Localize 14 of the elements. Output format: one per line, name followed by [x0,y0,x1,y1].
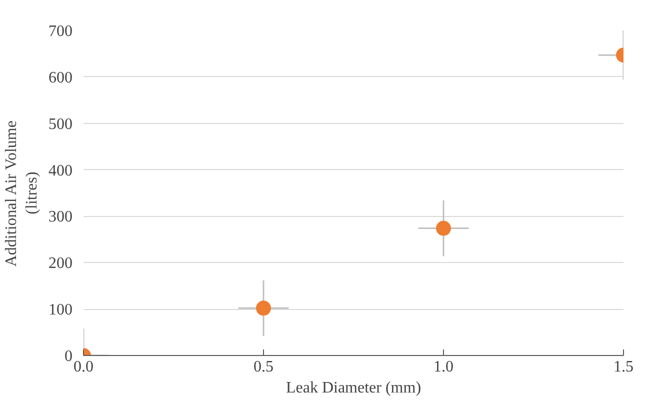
x-axis-title: Leak Diameter (mm) [286,380,422,396]
y-axis-title: Additional Air Volume (litres) [3,120,40,267]
y-tick-label: 200 [48,255,72,272]
x-tick-label: 1.0 [434,358,454,376]
y-tick-label: 100 [48,302,72,319]
x-tick-label: 0.0 [74,358,94,376]
y-tick-label: 300 [48,208,72,226]
x-tick-label: 1.5 [614,358,634,376]
x-tick-label: 0.5 [254,358,274,376]
y-tick-label: 700 [48,23,72,40]
y-tick-label: 0 [64,348,72,365]
y-tick-label: 600 [48,69,72,86]
y-tick-label: 400 [48,162,72,180]
y-tick-label: 500 [48,116,72,133]
